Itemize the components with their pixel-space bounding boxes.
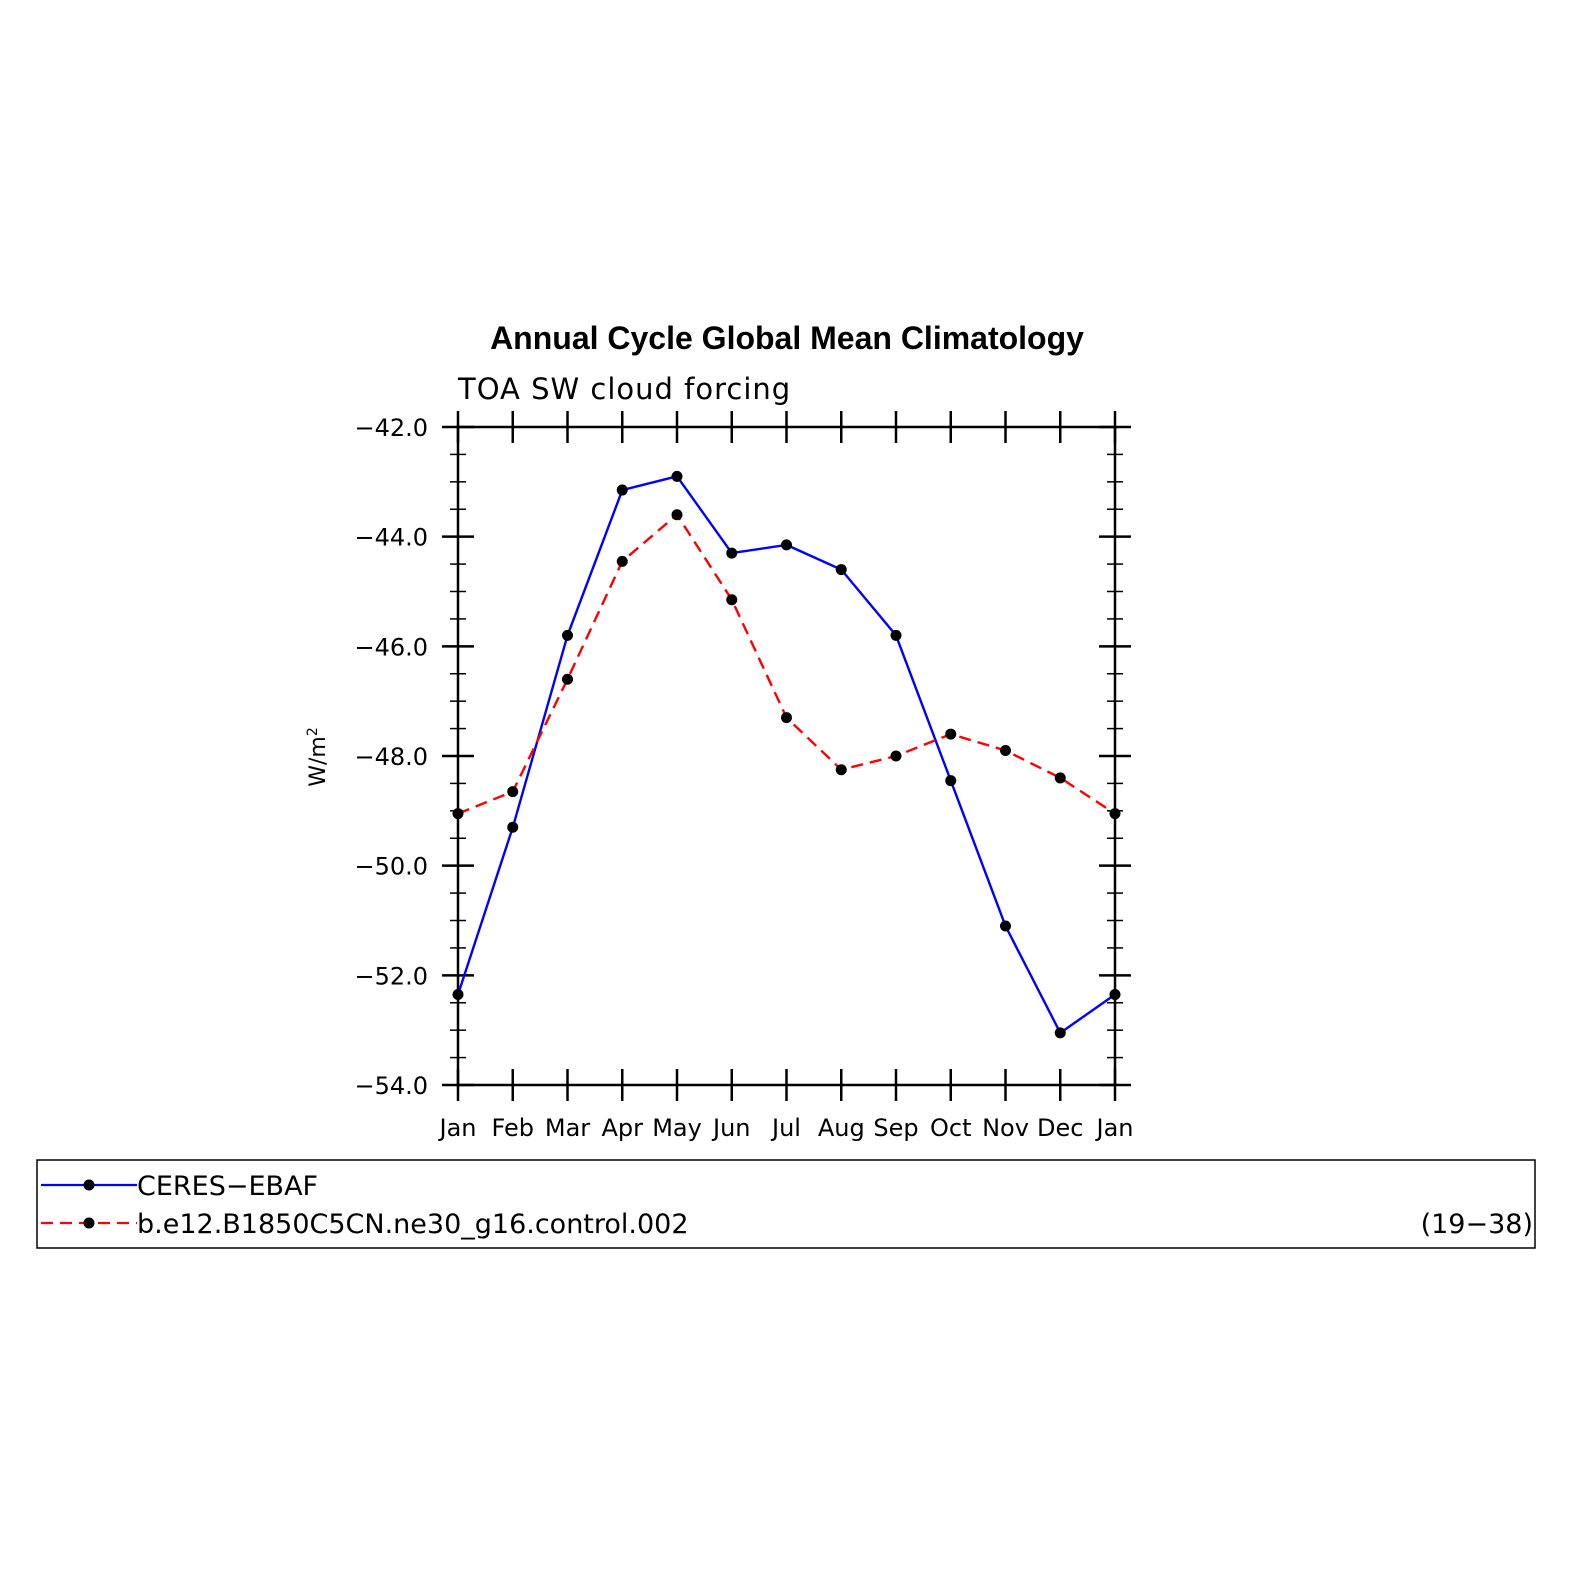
y-tick-label: −50.0 [354, 853, 428, 881]
axis-ticks [442, 411, 1131, 1101]
data-point-s1 [1054, 772, 1066, 784]
data-point-s1 [1109, 808, 1121, 820]
x-tick-label: Nov [982, 1114, 1029, 1142]
series-lines [456, 475, 1116, 1035]
legend-box [36, 1159, 1536, 1249]
y-tick-labels: −42.0 −44.0 −46.0 −48.0 −50.0 −52.0 −54.0 [354, 414, 428, 1100]
y-axis-label: W/m2 [305, 727, 331, 787]
data-point-s0 [671, 470, 683, 482]
y-tick-label: −42.0 [354, 414, 428, 442]
y-tick-label: −44.0 [354, 524, 428, 552]
x-tick-label: Feb [492, 1114, 535, 1142]
x-tick-label: Aug [818, 1114, 865, 1142]
legend-marker-ceres [83, 1179, 95, 1191]
x-tick-labels: Jan Feb Mar Apr May Jun Jul Aug Sep Oct Nov Dec Jan [438, 1114, 1134, 1142]
data-point-s0 [507, 821, 519, 833]
data-point-s0 [835, 564, 847, 576]
x-tick-label: Dec [1037, 1114, 1083, 1142]
y-axis-label-text: W/m [306, 736, 331, 787]
data-point-s1 [835, 764, 847, 776]
data-point-s0 [890, 629, 902, 641]
series-markers [452, 470, 1121, 1039]
legend-label-ceres: CERES−EBAF [137, 1171, 318, 1202]
chart-title: Annual Cycle Global Mean Climatology [490, 320, 1084, 356]
x-tick-label: Oct [930, 1114, 972, 1142]
data-point-s1 [671, 509, 683, 521]
data-point-s0 [562, 629, 573, 641]
data-point-s0 [452, 989, 464, 1001]
data-point-s1 [726, 594, 738, 606]
x-tick-label: Jan [1095, 1114, 1134, 1142]
data-point-s1 [452, 808, 464, 820]
data-point-s0 [1109, 989, 1121, 1001]
data-point-s1 [562, 673, 573, 685]
y-tick-label: −54.0 [354, 1072, 428, 1100]
legend: CERES−EBAF b.e12.B1850C5CN.ne30_g16.cont… [36, 1159, 1536, 1249]
data-point-s1 [781, 712, 792, 724]
y-tick-label: −48.0 [354, 743, 428, 771]
series-line-1 [457, 513, 1116, 815]
x-tick-label: May [652, 1114, 702, 1142]
x-tick-label: Jun [711, 1114, 751, 1142]
data-point-s1 [507, 786, 519, 798]
legend-note: (19−38) [1421, 1209, 1533, 1240]
data-point-s1 [890, 750, 902, 762]
data-point-s0 [1054, 1027, 1066, 1039]
y-tick-label: −52.0 [354, 962, 428, 990]
legend-label-model: b.e12.B1850C5CN.ne30_g16.control.002 [137, 1209, 689, 1240]
data-point-s0 [781, 539, 792, 551]
data-point-s0 [616, 484, 628, 496]
data-point-s0 [726, 547, 738, 559]
x-tick-label: Sep [873, 1114, 918, 1142]
series-line-0 [456, 475, 1116, 1035]
data-point-s0 [945, 775, 957, 787]
x-tick-label: Jul [770, 1114, 801, 1142]
x-tick-label: Apr [601, 1114, 643, 1142]
data-point-s0 [1000, 920, 1011, 932]
legend-marker-model [83, 1217, 95, 1229]
x-tick-label: Jan [438, 1114, 477, 1142]
data-point-s1 [1000, 745, 1011, 757]
data-point-s1 [616, 555, 628, 567]
data-point-s1 [945, 728, 957, 740]
y-tick-label: −46.0 [354, 633, 428, 661]
y-axis-label-superscript: 2 [305, 727, 321, 736]
x-tick-label: Mar [545, 1114, 590, 1142]
chart-subtitle: TOA SW cloud forcing [457, 372, 791, 406]
